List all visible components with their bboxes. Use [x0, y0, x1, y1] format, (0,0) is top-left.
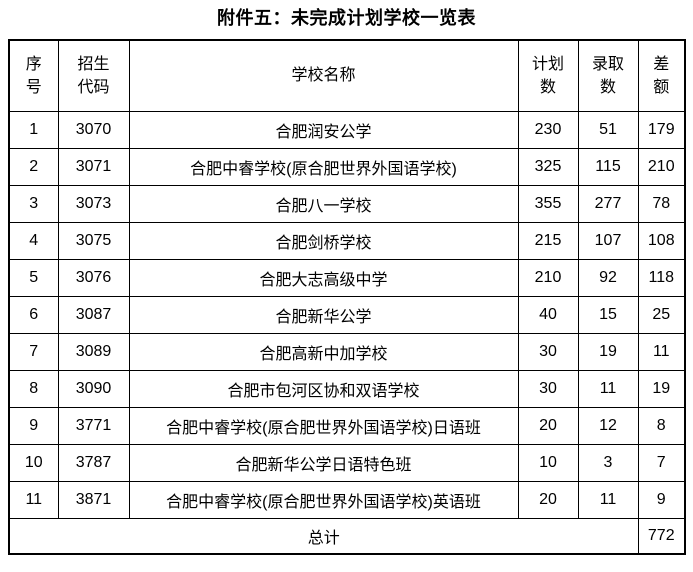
col-header-serial-number: 序 号 [8, 39, 59, 112]
table-row: 8 3090 合肥市包河区协和双语学校 30 11 19 [8, 369, 686, 408]
cell-difference: 179 [637, 110, 686, 149]
cell-admitted-count: 115 [577, 147, 639, 186]
cell-difference: 78 [637, 184, 686, 223]
total-value: 772 [637, 517, 686, 555]
cell-difference: 11 [637, 332, 686, 371]
cell-school-name: 合肥润安公学 [128, 110, 519, 149]
cell-admitted-count: 107 [577, 221, 639, 260]
cell-admitted-count: 12 [577, 406, 639, 445]
cell-admission-code: 3075 [57, 221, 130, 260]
cell-difference: 9 [637, 480, 686, 519]
table-row: 4 3075 合肥剑桥学校 215 107 108 [8, 221, 686, 260]
cell-planned-count: 20 [517, 480, 579, 519]
total-row: 总计 772 [8, 517, 686, 555]
table-row: 9 3771 合肥中睿学校(原合肥世界外国语学校)日语班 20 12 8 [8, 406, 686, 445]
cell-admitted-count: 277 [577, 184, 639, 223]
cell-serial-number: 8 [8, 369, 59, 408]
cell-admitted-count: 51 [577, 110, 639, 149]
cell-admitted-count: 19 [577, 332, 639, 371]
col-header-admission-code: 招生 代码 [57, 39, 130, 112]
cell-serial-number: 5 [8, 258, 59, 297]
cell-difference: 118 [637, 258, 686, 297]
table-row: 11 3871 合肥中睿学校(原合肥世界外国语学校)英语班 20 11 9 [8, 480, 686, 519]
cell-school-name: 合肥新华公学日语特色班 [128, 443, 519, 482]
cell-planned-count: 30 [517, 369, 579, 408]
unfinished-plan-schools-table: 序 号 招生 代码 学校名称 计划 数 录取 数 差 额 1 3070 合肥润安… [8, 39, 686, 555]
cell-planned-count: 355 [517, 184, 579, 223]
cell-school-name: 合肥高新中加学校 [128, 332, 519, 371]
cell-serial-number: 11 [8, 480, 59, 519]
cell-school-name: 合肥剑桥学校 [128, 221, 519, 260]
cell-school-name: 合肥中睿学校(原合肥世界外国语学校)日语班 [128, 406, 519, 445]
cell-planned-count: 230 [517, 110, 579, 149]
cell-school-name: 合肥中睿学校(原合肥世界外国语学校)英语班 [128, 480, 519, 519]
cell-admitted-count: 11 [577, 480, 639, 519]
cell-admission-code: 3871 [57, 480, 130, 519]
cell-planned-count: 210 [517, 258, 579, 297]
cell-school-name: 合肥大志高级中学 [128, 258, 519, 297]
page-title: 附件五：未完成计划学校一览表 [217, 8, 476, 28]
cell-admitted-count: 15 [577, 295, 639, 334]
cell-admission-code: 3073 [57, 184, 130, 223]
cell-planned-count: 20 [517, 406, 579, 445]
cell-serial-number: 1 [8, 110, 59, 149]
cell-admission-code: 3787 [57, 443, 130, 482]
cell-difference: 210 [637, 147, 686, 186]
cell-school-name: 合肥新华公学 [128, 295, 519, 334]
cell-difference: 25 [637, 295, 686, 334]
col-header-school-name: 学校名称 [128, 39, 519, 112]
table-row: 10 3787 合肥新华公学日语特色班 10 3 7 [8, 443, 686, 482]
cell-admitted-count: 3 [577, 443, 639, 482]
cell-admission-code: 3089 [57, 332, 130, 371]
table-row: 2 3071 合肥中睿学校(原合肥世界外国语学校) 325 115 210 [8, 147, 686, 186]
cell-school-name: 合肥八一学校 [128, 184, 519, 223]
cell-serial-number: 3 [8, 184, 59, 223]
cell-serial-number: 10 [8, 443, 59, 482]
table-row: 7 3089 合肥高新中加学校 30 19 11 [8, 332, 686, 371]
table-row: 1 3070 合肥润安公学 230 51 179 [8, 110, 686, 149]
cell-difference: 7 [637, 443, 686, 482]
cell-admission-code: 3771 [57, 406, 130, 445]
col-header-planned-count: 计划 数 [517, 39, 579, 112]
cell-admission-code: 3070 [57, 110, 130, 149]
table-row: 3 3073 合肥八一学校 355 277 78 [8, 184, 686, 223]
cell-difference: 19 [637, 369, 686, 408]
cell-difference: 108 [637, 221, 686, 260]
cell-admission-code: 3090 [57, 369, 130, 408]
cell-planned-count: 215 [517, 221, 579, 260]
cell-school-name: 合肥中睿学校(原合肥世界外国语学校) [128, 147, 519, 186]
cell-serial-number: 7 [8, 332, 59, 371]
cell-planned-count: 30 [517, 332, 579, 371]
cell-difference: 8 [637, 406, 686, 445]
cell-planned-count: 325 [517, 147, 579, 186]
cell-serial-number: 4 [8, 221, 59, 260]
table-body: 1 3070 合肥润安公学 230 51 179 2 3071 合肥中睿学校(原… [8, 110, 686, 519]
table-row: 6 3087 合肥新华公学 40 15 25 [8, 295, 686, 334]
cell-serial-number: 6 [8, 295, 59, 334]
header-row: 序 号 招生 代码 学校名称 计划 数 录取 数 差 额 [8, 39, 686, 112]
cell-admitted-count: 92 [577, 258, 639, 297]
cell-admission-code: 3071 [57, 147, 130, 186]
cell-planned-count: 10 [517, 443, 579, 482]
cell-admission-code: 3087 [57, 295, 130, 334]
col-header-difference: 差 额 [637, 39, 686, 112]
cell-serial-number: 9 [8, 406, 59, 445]
cell-serial-number: 2 [8, 147, 59, 186]
cell-admitted-count: 11 [577, 369, 639, 408]
cell-admission-code: 3076 [57, 258, 130, 297]
total-label: 总计 [8, 517, 639, 555]
cell-school-name: 合肥市包河区协和双语学校 [128, 369, 519, 408]
table-row: 5 3076 合肥大志高级中学 210 92 118 [8, 258, 686, 297]
cell-planned-count: 40 [517, 295, 579, 334]
col-header-admitted-count: 录取 数 [577, 39, 639, 112]
